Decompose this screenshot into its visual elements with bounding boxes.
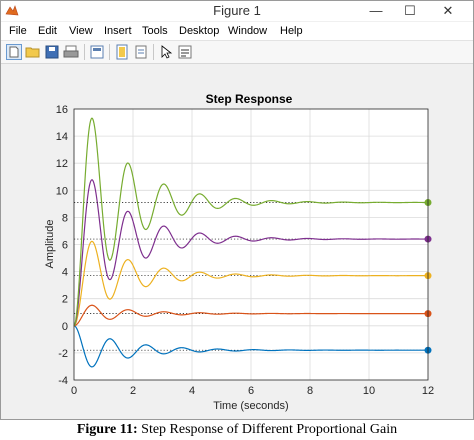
window-title: Figure 1	[213, 3, 261, 18]
matlab-icon	[5, 5, 19, 16]
axes-box	[73, 108, 429, 381]
x-tick-label: 12	[422, 385, 434, 397]
link-plot-icon[interactable]	[114, 44, 130, 60]
figure-canvas: Step Response 0 2 4 6 8 10 12 -4 -2 0 2 4 6 8 10 12 14 16…	[1, 64, 473, 419]
menu-tools[interactable]: Tools	[142, 25, 168, 37]
figure-window: Figure 1 — ☐ ✕ File Edit View Insert Too…	[0, 0, 474, 420]
chart-title: Step Response	[206, 92, 293, 106]
series-line-1	[73, 304, 428, 327]
x-tick-label: 0	[71, 385, 77, 397]
series-line-4	[73, 117, 428, 327]
series-line-0	[73, 325, 428, 368]
y-axis-label: Amplitude	[44, 220, 56, 269]
x-tick-label: 10	[363, 385, 375, 397]
menu-bar: File Edit View Insert Tools Desktop Wind…	[1, 22, 473, 41]
y-tick-label: 14	[56, 131, 68, 143]
print-icon[interactable]	[63, 44, 79, 60]
x-tick-label: 2	[130, 385, 136, 397]
figure-caption: Figure 11: Step Response of Different Pr…	[0, 422, 474, 438]
toolbar	[1, 41, 473, 64]
toolbar-separator	[84, 44, 85, 60]
series-layer	[73, 117, 432, 368]
menu-file[interactable]: File	[9, 25, 27, 37]
y-tick-label: 16	[56, 104, 68, 116]
x-tick-label: 6	[248, 385, 254, 397]
menu-window[interactable]: Window	[228, 25, 268, 37]
y-tick-label: 6	[62, 240, 68, 252]
series-line-3	[73, 179, 429, 327]
toolbar-separator	[109, 44, 110, 60]
menu-view[interactable]: View	[69, 25, 93, 37]
toolbar-separator	[153, 44, 154, 60]
x-tick-label: 8	[307, 385, 313, 397]
x-tick-label: 4	[189, 385, 195, 397]
caption-label: Figure 11:	[76, 422, 138, 437]
series-line-2	[73, 240, 428, 327]
select-arrow-icon[interactable]	[158, 44, 174, 60]
y-tick-label: 0	[62, 321, 68, 333]
y-tick-label: 8	[62, 212, 68, 224]
save-icon[interactable]	[44, 44, 60, 60]
caption-text: Step Response of Different Proportional …	[137, 422, 398, 437]
title-bar: Figure 1 — ☐ ✕	[1, 1, 473, 21]
axis-ticks: 0 2 4 6 8 10 12 -4 -2 0 2 4 6 8 10 12 14 16	[56, 104, 434, 397]
y-tick-label: 12	[56, 158, 68, 170]
step-response-plot[interactable]: Step Response 0 2 4 6 8 10 12 -4 -2 0 2 4 6 8 10 12 14 16…	[1, 64, 473, 419]
close-button[interactable]: ✕	[442, 3, 454, 18]
maximize-button[interactable]: ☐	[404, 3, 416, 18]
y-tick-label: 4	[62, 267, 68, 279]
menu-edit[interactable]: Edit	[38, 25, 57, 37]
grid-lines	[74, 109, 428, 380]
new-figure-icon[interactable]	[6, 44, 22, 60]
y-tick-label: 2	[62, 294, 68, 306]
insert-colorbar-icon[interactable]	[133, 44, 149, 60]
y-tick-label: 10	[56, 185, 68, 197]
menu-help[interactable]: Help	[280, 25, 303, 37]
y-tick-label: -2	[58, 348, 68, 360]
x-axis-label: Time (seconds)	[213, 400, 288, 412]
open-file-icon[interactable]	[25, 44, 41, 60]
menu-desktop[interactable]: Desktop	[179, 25, 220, 37]
data-cursor-icon[interactable]	[177, 44, 193, 60]
minimize-button[interactable]: —	[369, 3, 383, 18]
y-tick-label: -4	[58, 375, 68, 387]
menu-insert[interactable]: Insert	[104, 25, 132, 37]
print-preview-icon[interactable]	[89, 44, 105, 60]
